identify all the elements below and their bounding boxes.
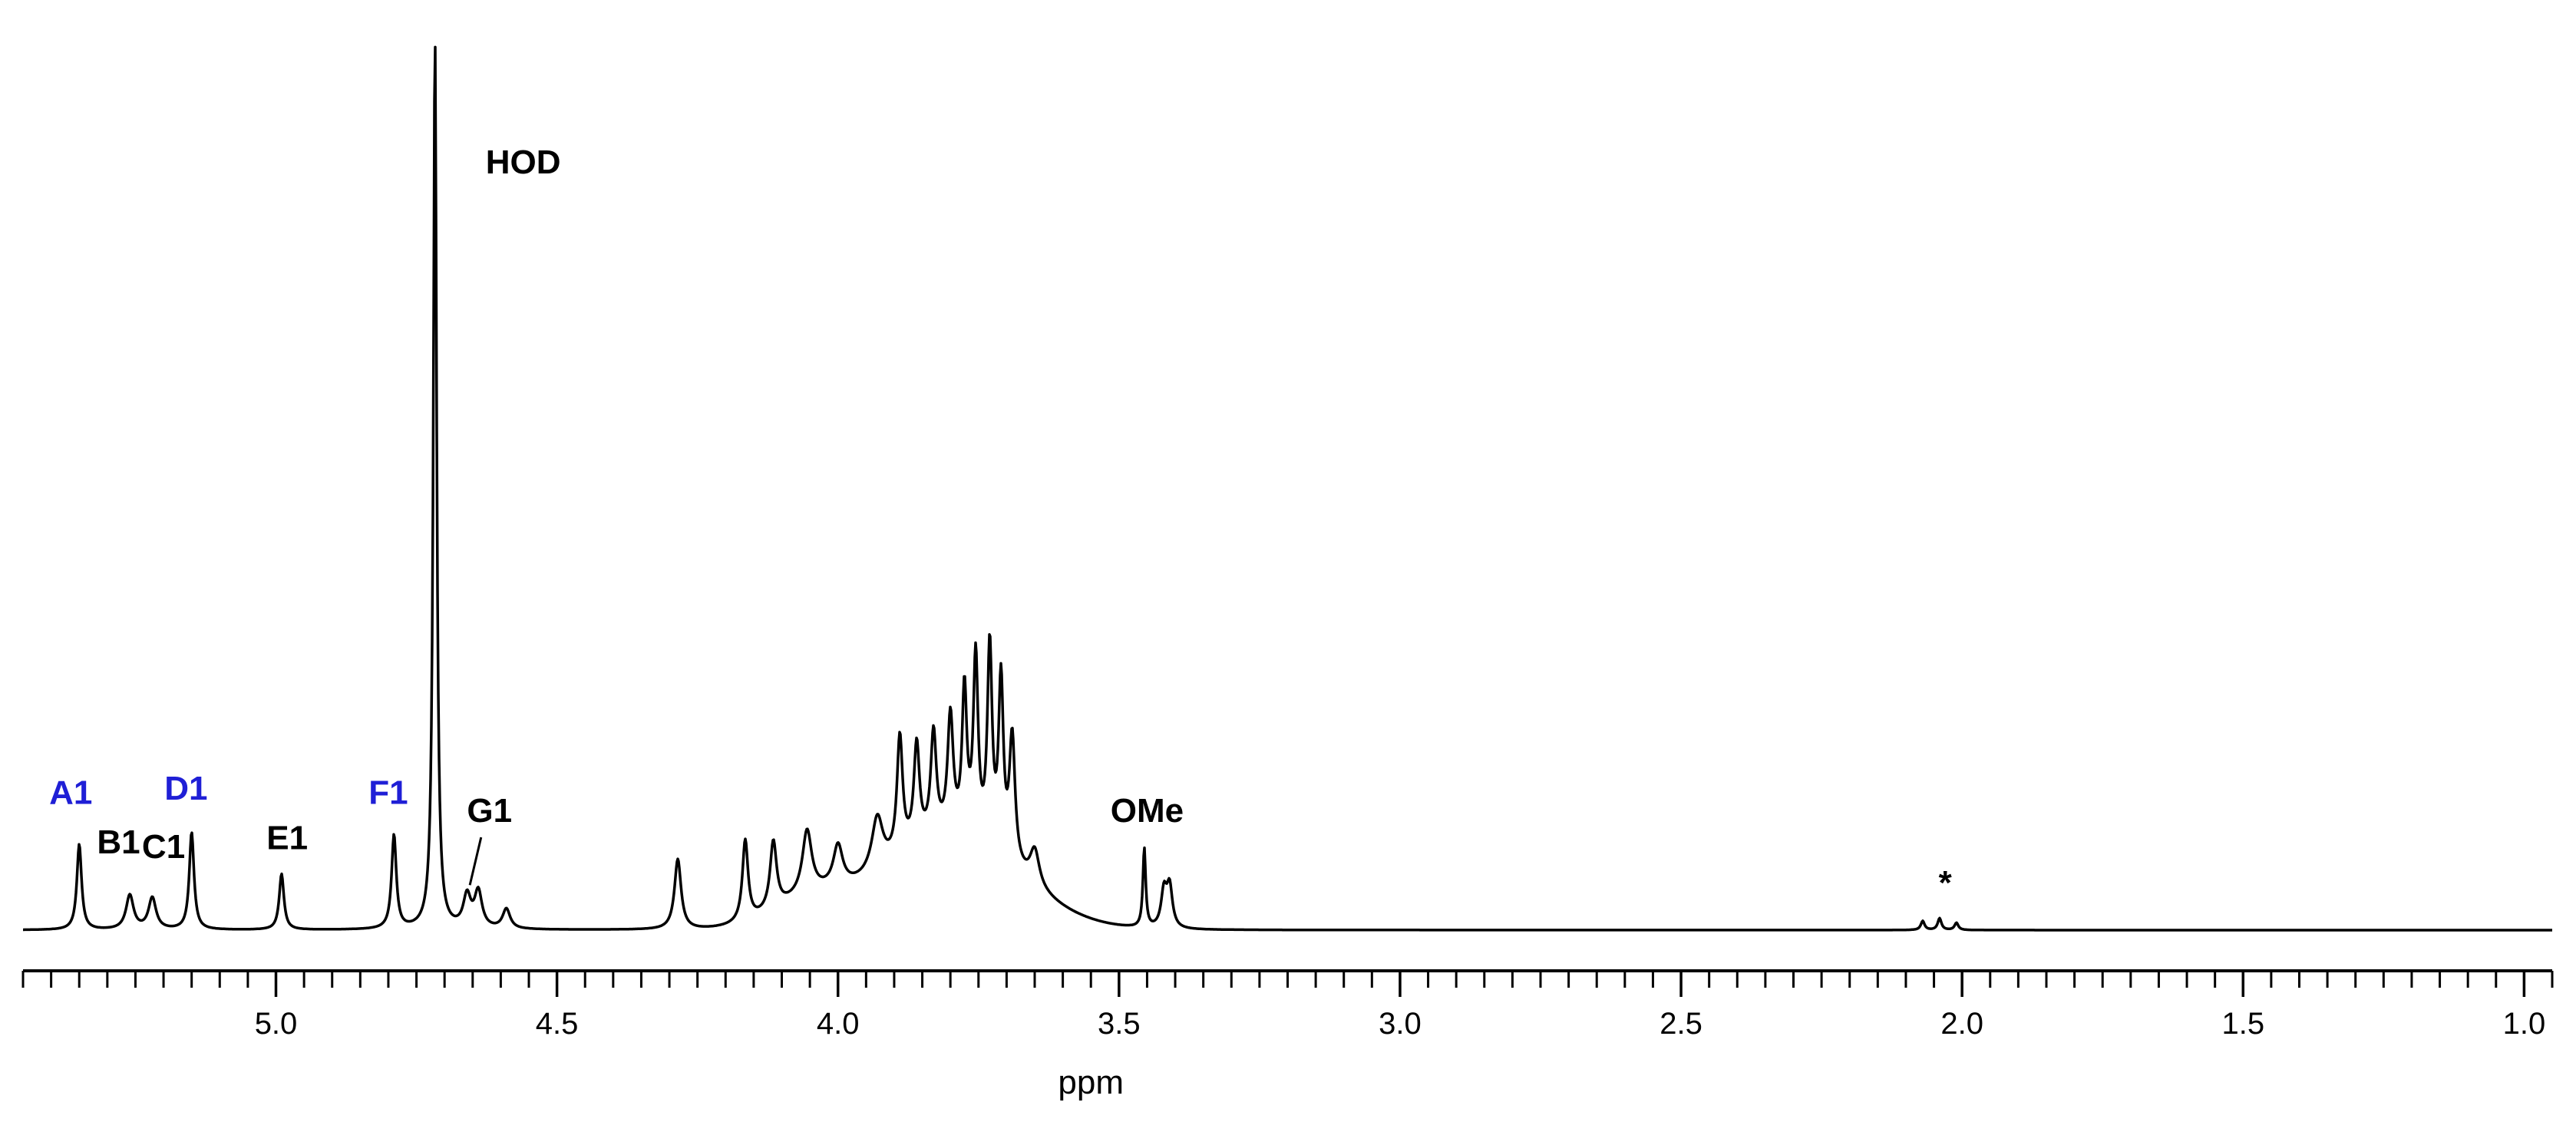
tick-label: 5.0: [255, 1007, 298, 1041]
peak-label-ome: OMe: [1111, 792, 1184, 830]
x-axis-tick-labels: 5.0 4.5 4.0 3.5 3.0 2.5 2.0 1.5 1.0: [255, 1007, 2545, 1041]
peak-label-f1: F1: [368, 774, 408, 812]
peak-label-b1: B1: [97, 823, 140, 861]
tick-label: 4.0: [817, 1007, 860, 1041]
tick-label: 1.5: [2221, 1007, 2264, 1041]
peak-label-a1: A1: [49, 774, 92, 812]
x-axis-label: ppm: [1058, 1064, 1124, 1101]
peak-label-d1: D1: [164, 770, 207, 807]
tick-label: 3.5: [1098, 1007, 1141, 1041]
tick-label: 3.0: [1379, 1007, 1422, 1041]
tick-label: 2.5: [1660, 1007, 1702, 1041]
tick-label: 2.0: [1940, 1007, 1983, 1041]
x-axis-ticks: [21, 971, 2554, 997]
peak-label-g1: G1: [467, 792, 512, 830]
g1-leader-line: [468, 837, 483, 886]
tick-label: 1.0: [2503, 1007, 2546, 1041]
peak-label-hod: HOD: [486, 144, 561, 181]
spectrum-trace: [22, 45, 2553, 932]
tick-label: 4.5: [536, 1007, 579, 1041]
peak-label-asterisk: *: [1939, 864, 1953, 902]
peak-label-c1: C1: [142, 828, 185, 866]
peak-label-e1: E1: [266, 819, 308, 856]
